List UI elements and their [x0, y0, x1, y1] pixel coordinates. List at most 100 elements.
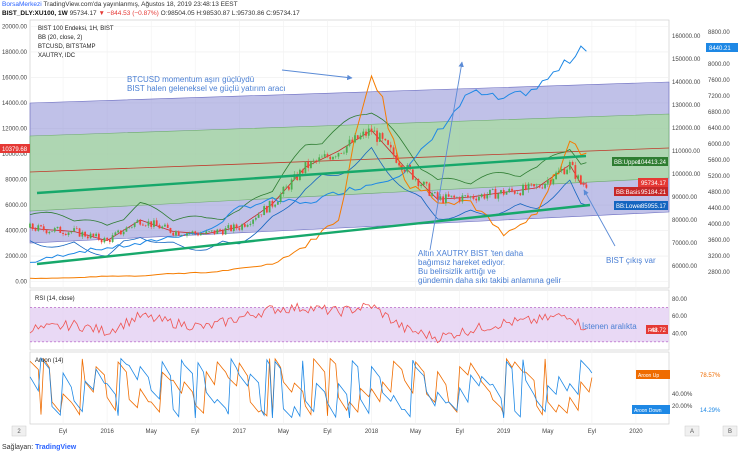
aroon-down-label-bg	[632, 405, 670, 414]
candle-body	[568, 161, 571, 170]
x-axis: Eyl 2016 May Eyl 2017 May Eyl 2018 May Eyl 2019 May…	[59, 429, 643, 435]
candle-body	[442, 196, 445, 204]
candle-body	[125, 227, 128, 232]
candle-body	[478, 196, 480, 201]
candle-body	[376, 130, 378, 142]
rsi-tag: RSI	[648, 328, 658, 334]
y-left-tick-label: 0.00	[15, 280, 27, 286]
annotations: BTCUSD momentum aşırı güçlüydü BIST hale…	[127, 75, 656, 285]
y-right-tick-label: 110000.00	[672, 149, 701, 155]
right-scale-badge[interactable]: B	[728, 429, 732, 435]
candle-body	[84, 231, 86, 237]
bb-basis-value: 95184.21	[641, 190, 667, 196]
rsi-y-axis: 80.00 60.00 40.00	[672, 297, 688, 337]
candle-body	[486, 195, 489, 199]
upper-trendline[interactable]	[36, 154, 587, 195]
candle-body	[436, 192, 439, 200]
bb-upper-name: BB:Upper	[614, 160, 640, 166]
chart-header: BorsaMerkezi TradingView.com'da yayınlan…	[2, 0, 300, 18]
candle-body	[367, 128, 370, 136]
candle-body	[147, 221, 150, 226]
candle-body	[384, 138, 387, 141]
candle-body	[546, 179, 549, 184]
candle-body	[142, 224, 144, 226]
x-tick-label: 2016	[100, 429, 114, 435]
aroon-up-label-bg	[636, 370, 670, 379]
candle-body	[188, 232, 191, 234]
note-gold-line3: Bu belirsizlik arttığı ve	[418, 267, 496, 276]
candle-body	[227, 225, 230, 229]
candle-body	[155, 220, 158, 226]
last-price: 95734.17	[69, 10, 97, 17]
candle-body	[37, 225, 40, 231]
y-right2-tick-label: 6800.00	[708, 110, 730, 116]
y-left-tick-label: 4000.00	[5, 229, 27, 235]
candle-body	[560, 169, 563, 171]
candle-body	[78, 228, 81, 237]
y-axis-left: 20000.00 18000.00 16000.00 14000.00 12000.00…	[2, 24, 28, 285]
candle-body	[365, 131, 367, 136]
candle-body	[585, 184, 588, 188]
publisher-name[interactable]: BorsaMerkezi	[2, 1, 42, 8]
candle-body	[64, 233, 67, 236]
candle-body	[106, 237, 109, 240]
left-scale-badge[interactable]: 2	[17, 429, 21, 435]
aroon-up-name: Aroon Up	[638, 373, 659, 379]
price-labels: 10379.68 8440.21 BB:Upper 104413.24 9573…	[0, 43, 738, 414]
candle-body	[533, 184, 535, 187]
y-right2-tick-label: 4000.00	[708, 222, 730, 228]
xau-price-label: 8440.21	[709, 46, 731, 52]
candle-body	[511, 188, 513, 191]
main-legend: BIST 100 Endeksi, 1H, BIST BB (20, close…	[38, 26, 114, 59]
y-right2-tick-label: 7200.00	[708, 94, 730, 100]
ohlc-values: O:98504.05 H:98530.87 L:95730.86 C:95734…	[158, 10, 300, 17]
y-right-tick-label: 130000.00	[672, 103, 701, 109]
main-scale-badge[interactable]: A	[690, 429, 694, 435]
bb-lower-label-bg	[614, 201, 668, 210]
candle-body	[265, 206, 268, 213]
y-right2-tick-label: 4800.00	[708, 190, 730, 196]
candle-body	[119, 230, 122, 235]
candle-body	[524, 184, 527, 190]
candle-body	[340, 153, 343, 154]
candle-body	[42, 226, 45, 231]
lower-trendline[interactable]	[36, 203, 591, 266]
candle-body	[522, 184, 524, 196]
candle-body	[445, 194, 447, 204]
candle-body	[332, 156, 334, 160]
aroon-up-value: 78.57%	[700, 373, 721, 379]
y-right2-tick-label: 8000.00	[708, 62, 730, 68]
y-right2-tick-label: 3600.00	[708, 238, 730, 244]
candle-body	[373, 130, 376, 132]
candle-body	[502, 190, 505, 195]
candle-body	[169, 227, 172, 233]
candle-body	[500, 190, 502, 194]
bb-basis-name: BB:Basis	[616, 190, 640, 196]
candle-body	[210, 230, 213, 232]
aroon-up-line	[29, 357, 593, 417]
candle-body	[307, 161, 310, 168]
candle-body	[219, 229, 221, 231]
candle-body	[48, 231, 51, 234]
candle-body	[191, 231, 194, 233]
candle-body	[97, 233, 100, 240]
candle-body	[249, 223, 252, 225]
candle-body	[296, 174, 299, 180]
candle-body	[194, 231, 197, 234]
candle-body	[133, 222, 136, 227]
tradingview-logo-text[interactable]: TradingView	[35, 444, 77, 451]
price-change: ▼ −844.53 (−0.87%)	[98, 10, 159, 17]
candle-body	[450, 195, 453, 197]
note-exit: BIST çıkış var	[606, 256, 656, 265]
candle-body	[370, 128, 373, 132]
candle-body	[549, 179, 552, 184]
candle-body	[254, 217, 257, 220]
annotation-arrows	[281, 61, 616, 251]
rsi-band	[30, 307, 669, 342]
candle-body	[257, 214, 260, 218]
candle-body	[422, 181, 425, 185]
symbol-label: BIST_DLY:XU100, 1W	[2, 10, 68, 17]
note-gold-line4: gündemin daha sıkı takibi anlamına gelir	[418, 276, 562, 285]
candle-body	[491, 188, 494, 190]
